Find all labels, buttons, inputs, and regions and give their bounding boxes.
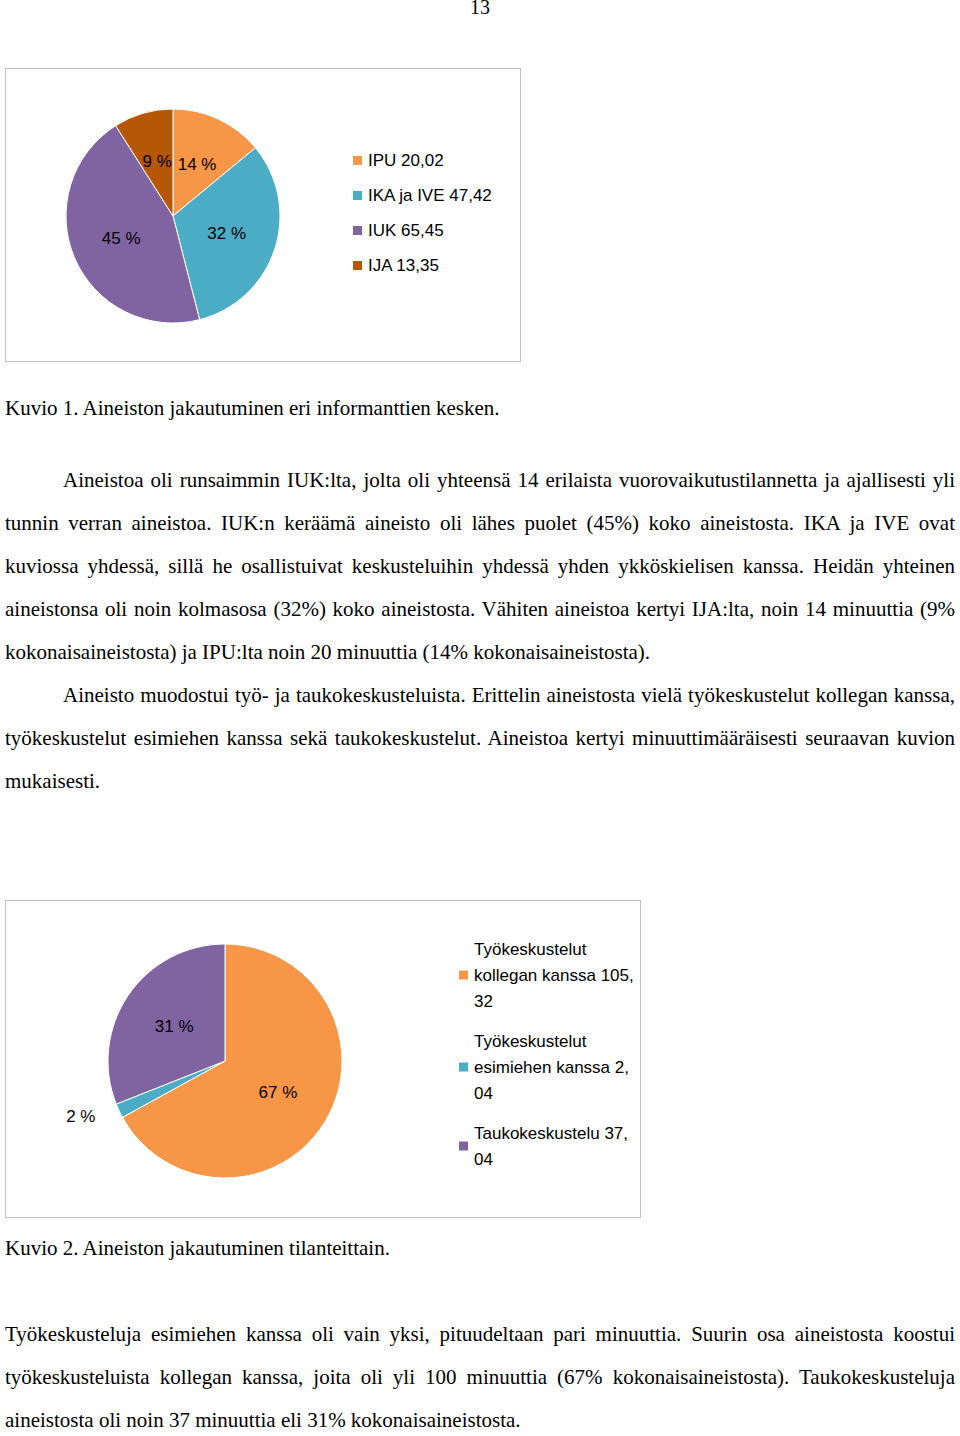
svg-text:67 %: 67 % <box>259 1083 298 1102</box>
html-text:Aineisto muodostui työ- ja tau: Aineisto muodostui työ- ja taukokeskuste… <box>5 683 955 793</box>
svg-text:32 %: 32 % <box>207 224 246 243</box>
svg-text:32: 32 <box>474 992 493 1011</box>
svg-text:Työkeskustelut: Työkeskustelut <box>474 940 591 959</box>
html-text:Kuvio 2. Aineiston jakautumine: Kuvio 2. Aineiston jakautuminen tilantei… <box>5 1236 390 1260</box>
svg-text:45 %: 45 % <box>102 229 141 248</box>
svg-text:9 %: 9 % <box>143 152 172 171</box>
svg-text:kollegan kanssa 105,: kollegan kanssa 105, <box>474 966 634 985</box>
svg-text:esimiehen kanssa 2,: esimiehen kanssa 2, <box>474 1058 629 1077</box>
svg-text:IKA ja IVE 47,42: IKA ja IVE 47,42 <box>368 186 492 205</box>
svg-text:2 %: 2 % <box>66 1107 95 1126</box>
svg-text:IJA 13,35: IJA 13,35 <box>368 256 439 275</box>
svg-text:Taukokeskustelu 37,: Taukokeskustelu 37, <box>474 1124 628 1143</box>
html-text:Työkeskusteluja esimiehen kans: Työkeskusteluja esimiehen kanssa oli vai… <box>5 1322 955 1432</box>
svg-text:31 %: 31 % <box>155 1017 194 1036</box>
svg-text:04: 04 <box>474 1084 493 1103</box>
html-text:Aineistoa oli runsaimmin IUK:l: Aineistoa oli runsaimmin IUK:lta, jolta … <box>5 468 955 664</box>
svg-text:Työkeskustelut: Työkeskustelut <box>474 1032 591 1051</box>
svg-text:04: 04 <box>474 1150 493 1169</box>
html-text:Kuvio 1. Aineiston jakautumine: Kuvio 1. Aineiston jakautuminen eri info… <box>5 396 500 420</box>
svg-text:14 %: 14 % <box>178 155 217 174</box>
svg-text:IUK 65,45: IUK 65,45 <box>368 221 444 240</box>
svg-text:IPU 20,02: IPU 20,02 <box>368 151 444 170</box>
